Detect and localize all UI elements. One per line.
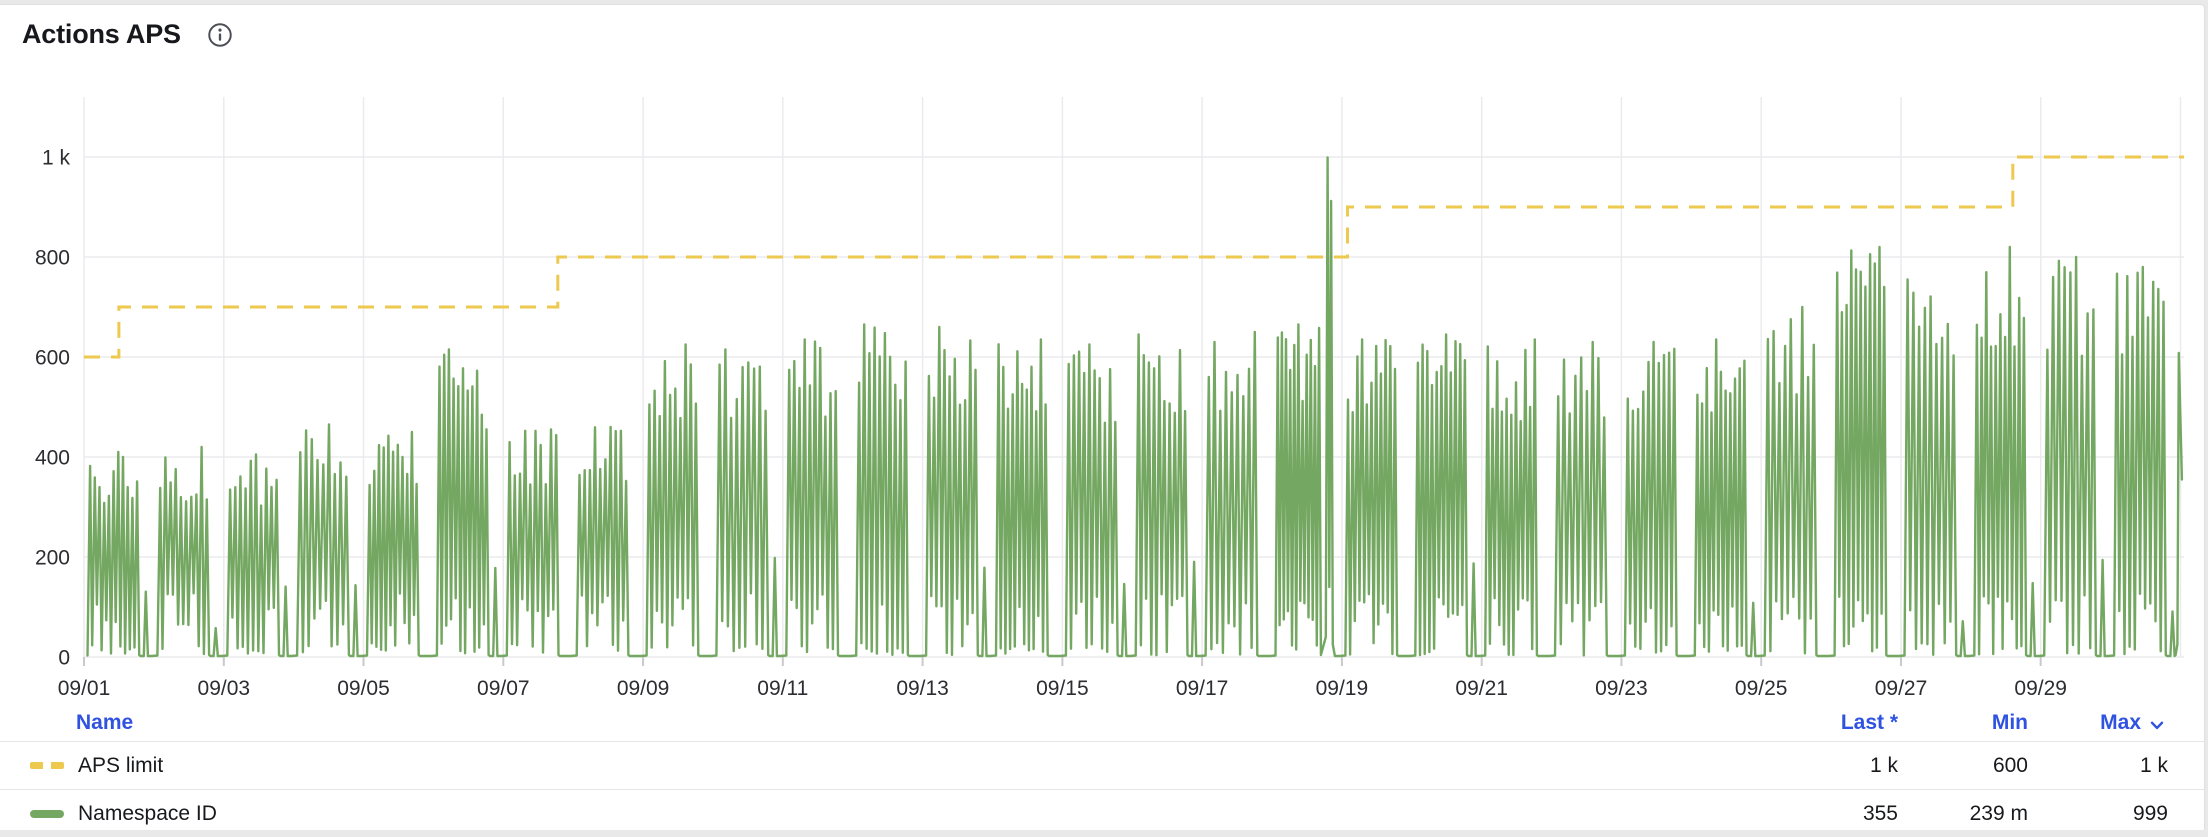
- x-axis-label: 09/03: [198, 677, 251, 700]
- aps-limit-max-value: 1 k: [2139, 753, 2168, 777]
- aps-chart-svg: 0 200 400 600 800 1 k 09/01 09/03 09/05 09/07 09/0…: [35, 97, 2184, 700]
- namespace-id-last-value: 355: [1862, 801, 1898, 825]
- x-axis-label: 09/27: [1875, 677, 1928, 700]
- namespace-id-min-value: 239 m: [1969, 801, 2028, 825]
- series-name-cell: Namespace ID: [0, 802, 1768, 826]
- y-axis-label: 600: [35, 347, 70, 370]
- panel-title: Actions APS: [22, 19, 181, 49]
- series-name-cell: APS limit: [0, 754, 1768, 778]
- x-axis-label: 09/29: [2014, 677, 2067, 700]
- namespace-id-line: [86, 156, 2184, 658]
- legend-table: Name Last * Min Max APS lim: [0, 705, 2204, 837]
- y-axis-label: 0: [58, 647, 70, 670]
- x-axis-label: 09/01: [58, 677, 111, 700]
- aps-limit-last-value: 1 k: [1869, 753, 1898, 777]
- y-axis-label: 1 k: [42, 147, 71, 170]
- x-axis-label: 09/07: [477, 677, 530, 700]
- x-axis-label: 09/09: [617, 677, 670, 700]
- x-axis-label: 09/15: [1036, 677, 1089, 700]
- aps-limit-swatch: [30, 762, 64, 769]
- namespace-id-max-value: 999: [2132, 801, 2168, 825]
- x-axis-label: 09/25: [1735, 677, 1788, 700]
- x-axis-label: 09/23: [1595, 677, 1648, 700]
- namespace-id-swatch: [30, 809, 64, 818]
- x-axis-label: 09/19: [1316, 677, 1369, 700]
- x-axis-label: 09/13: [896, 677, 949, 700]
- legend-header-row: Name Last * Min Max: [0, 705, 2204, 741]
- aps-limit-min-value: 600: [1992, 753, 2028, 777]
- panel-header: Actions APS: [22, 19, 235, 50]
- y-axis-label: 400: [35, 447, 70, 470]
- x-axis-label: 09/17: [1176, 677, 1229, 700]
- column-header-last[interactable]: Last *: [1840, 711, 1898, 734]
- aps-limit-line: [84, 155, 2184, 359]
- x-axis-label: 09/05: [337, 677, 390, 700]
- x-axis-label: 09/11: [757, 677, 808, 700]
- column-header-max[interactable]: Max: [2028, 711, 2168, 736]
- actions-aps-panel: Actions APS 0 200 400 600 800 1 k 09/01 09/03 09…: [0, 4, 2205, 830]
- chart-area[interactable]: 0 200 400 600 800 1 k 09/01 09/03 09/05 09/07 09/0…: [0, 85, 2208, 705]
- info-icon[interactable]: [205, 20, 235, 50]
- legend-row-namespace-id[interactable]: Namespace ID 355 239 m 999: [0, 789, 2204, 837]
- column-header-name[interactable]: Name: [76, 711, 134, 734]
- series-label: APS limit: [78, 753, 164, 777]
- chevron-down-icon: [2150, 721, 2164, 729]
- legend-row-aps-limit[interactable]: APS limit 1 k 600 1 k: [0, 741, 2204, 789]
- x-axis-label: 09/21: [1455, 677, 1508, 700]
- series-label: Namespace ID: [78, 801, 217, 825]
- column-header-min[interactable]: Min: [1991, 711, 2028, 734]
- y-axis-label: 800: [35, 247, 70, 270]
- y-axis-label: 200: [35, 547, 70, 570]
